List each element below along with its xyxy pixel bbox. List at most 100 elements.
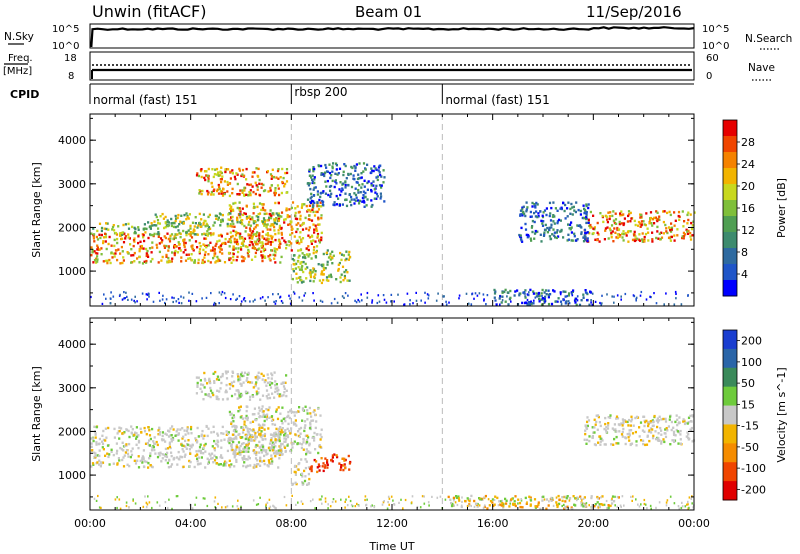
noise-cell — [165, 298, 168, 301]
echo-cell — [199, 225, 202, 228]
echo-cell — [252, 212, 255, 215]
echo-cell — [653, 414, 656, 418]
echo-cell — [130, 453, 134, 457]
echo-cell — [143, 465, 146, 469]
nave-tick-bottom: 0 — [706, 71, 712, 82]
echo-cell — [108, 258, 111, 262]
echo-cell — [647, 239, 650, 242]
echo-cell — [257, 463, 260, 466]
echo-cell — [254, 226, 257, 229]
echo-cell — [234, 234, 238, 237]
echo-cell — [161, 431, 164, 434]
echo-cell — [247, 440, 250, 444]
echo-cell — [254, 450, 257, 454]
echo-cell — [100, 462, 103, 465]
noise-cell — [266, 501, 269, 504]
echo-cell — [256, 205, 259, 209]
echo-cell — [460, 505, 463, 509]
echo-cell — [148, 439, 151, 442]
echo-cell — [202, 446, 205, 450]
echo-cell — [199, 443, 202, 446]
echo-cell — [146, 441, 149, 445]
echo-cell — [202, 221, 205, 225]
echo-cell — [233, 416, 236, 419]
echo-cell — [284, 417, 287, 420]
echo-cell — [342, 182, 345, 185]
echo-cell — [294, 481, 297, 484]
echo-cell — [301, 204, 304, 207]
echo-cell — [564, 500, 567, 503]
echo-cell — [243, 447, 246, 450]
echo-cell — [283, 185, 286, 188]
echo-cell — [658, 415, 661, 418]
echo-cell — [159, 215, 162, 218]
echo-cell — [242, 450, 245, 453]
echo-cell — [247, 431, 250, 434]
echo-cell — [489, 500, 493, 503]
echo-cell — [689, 235, 692, 238]
echo-cells — [90, 162, 696, 307]
echo-cell — [310, 240, 313, 243]
noise-cell — [415, 291, 417, 294]
echo-cell — [470, 494, 473, 498]
echo-cell — [309, 275, 313, 279]
echo-cell — [157, 433, 160, 436]
echo-cell — [457, 495, 460, 498]
echo-cell — [644, 420, 647, 424]
echo-cell — [264, 209, 267, 212]
echo-cell — [627, 436, 630, 439]
echo-cell — [312, 239, 315, 242]
echo-cell — [522, 205, 525, 208]
echo-cell — [373, 165, 376, 168]
echo-cell — [306, 418, 309, 421]
echo-cell — [634, 235, 637, 238]
echo-cell — [562, 201, 565, 204]
echo-cell — [669, 213, 672, 217]
noise-cell — [411, 495, 414, 498]
echo-cell — [522, 291, 525, 294]
echo-cell — [142, 227, 145, 230]
echo-cell — [600, 503, 603, 506]
echo-cell — [307, 436, 310, 439]
echo-cell — [305, 277, 308, 280]
echo-cell — [297, 256, 300, 259]
echo-cell — [268, 216, 271, 219]
echo-cell — [321, 465, 324, 468]
echo-cell — [216, 443, 219, 446]
echo-cell — [90, 246, 93, 249]
echo-cell — [225, 389, 228, 392]
echo-cell — [249, 240, 252, 243]
echo-cell — [258, 415, 262, 418]
echo-cell — [526, 236, 529, 239]
echo-cell — [210, 457, 213, 460]
echo-cell — [676, 430, 679, 433]
echo-cell — [345, 177, 348, 180]
echo-cell — [161, 239, 164, 242]
echo-cell — [249, 229, 252, 232]
echo-cell — [382, 181, 385, 184]
echo-cell — [512, 503, 515, 506]
echo-cell — [213, 188, 216, 191]
echo-cell — [102, 448, 105, 451]
echo-cell — [207, 191, 210, 194]
noise-cell — [486, 294, 489, 297]
echo-cell — [221, 213, 224, 217]
echo-cell — [244, 417, 247, 420]
echo-cell — [187, 439, 190, 442]
echo-cell — [185, 233, 188, 237]
noise-cell — [674, 290, 677, 294]
echo-cell — [545, 498, 549, 501]
echo-cell — [564, 203, 567, 207]
noise-cell — [340, 498, 342, 501]
echo-cell — [331, 179, 334, 183]
echo-cell — [579, 209, 582, 213]
echo-cell — [161, 212, 164, 216]
echo-cell — [214, 370, 217, 374]
echo-cell — [252, 202, 255, 205]
noise-cell — [162, 294, 164, 297]
echo-cell — [209, 233, 213, 237]
echo-cell — [335, 168, 338, 171]
noise-cell — [525, 301, 528, 304]
echo-cell — [354, 187, 357, 190]
echo-cell — [238, 201, 241, 204]
